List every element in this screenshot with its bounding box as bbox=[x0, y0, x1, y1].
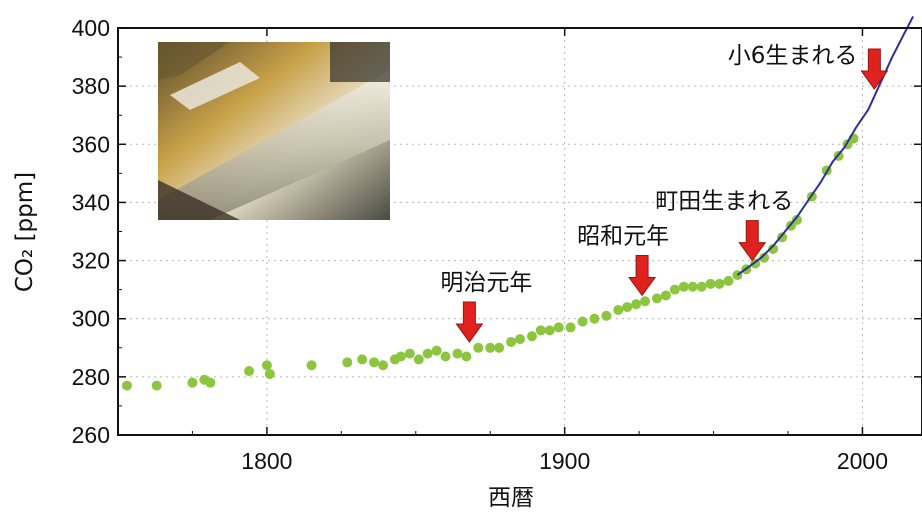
data-point bbox=[342, 357, 353, 368]
data-point bbox=[768, 243, 779, 254]
data-point bbox=[452, 348, 463, 359]
y-axis-title: CO₂ [ppm] bbox=[12, 172, 38, 292]
data-point bbox=[526, 331, 537, 342]
annotation-label: 小6生まれる bbox=[728, 43, 858, 69]
data-point bbox=[473, 342, 484, 353]
x-tick-label: 2000 bbox=[837, 448, 888, 474]
data-point bbox=[422, 348, 433, 359]
annotation-label: 昭和元年 bbox=[577, 223, 669, 249]
data-point bbox=[515, 334, 525, 345]
ice-core-photo bbox=[158, 42, 390, 220]
data-point bbox=[151, 380, 162, 391]
red-arrow-icon bbox=[860, 48, 889, 90]
data-point bbox=[431, 345, 442, 356]
data-point bbox=[565, 322, 576, 333]
data-point bbox=[705, 278, 716, 289]
data-point bbox=[678, 281, 689, 292]
x-axis: 1800 1900 2000 bbox=[191, 28, 888, 474]
y-tick-label: 380 bbox=[72, 73, 110, 99]
data-point bbox=[687, 281, 698, 292]
annotations: 明治元年 昭和元年 町田生まれる 小6生まれる bbox=[440, 43, 889, 343]
data-point bbox=[440, 351, 451, 362]
y-tick-label: 340 bbox=[72, 189, 110, 215]
data-point bbox=[357, 354, 368, 365]
data-point bbox=[535, 325, 546, 336]
y-tick-label: 320 bbox=[72, 248, 110, 274]
data-point bbox=[264, 368, 275, 379]
data-point bbox=[589, 313, 600, 324]
annotation: 明治元年 bbox=[440, 270, 532, 343]
data-point bbox=[714, 278, 725, 289]
annotation-label: 明治元年 bbox=[440, 270, 532, 296]
data-point bbox=[187, 377, 198, 388]
trend-line bbox=[736, 15, 914, 276]
data-point bbox=[791, 214, 802, 225]
data-point bbox=[553, 322, 564, 333]
red-arrow-icon bbox=[628, 254, 657, 297]
annotation: 小6生まれる bbox=[728, 43, 889, 90]
data-point bbox=[506, 336, 517, 347]
data-point bbox=[413, 354, 424, 365]
data-point bbox=[395, 351, 406, 362]
data-point bbox=[660, 290, 671, 301]
data-point bbox=[544, 325, 555, 336]
data-point bbox=[723, 275, 734, 286]
data-point bbox=[577, 316, 588, 327]
data-point bbox=[261, 360, 272, 371]
y-tick-label: 260 bbox=[72, 422, 110, 448]
data-point bbox=[306, 360, 317, 371]
data-point bbox=[494, 342, 505, 353]
y-axis: 260 280 300 320 340 360 380 400 bbox=[72, 15, 922, 448]
data-point bbox=[378, 360, 389, 371]
red-arrow-icon bbox=[455, 301, 484, 343]
annotation: 町田生まれる bbox=[655, 189, 793, 262]
data-point bbox=[485, 342, 496, 353]
data-point bbox=[601, 310, 612, 321]
x-tick-label: 1900 bbox=[539, 448, 590, 474]
annotation-label: 町田生まれる bbox=[655, 189, 793, 215]
data-point bbox=[404, 348, 415, 359]
data-point bbox=[651, 293, 662, 304]
x-tick-label: 1800 bbox=[241, 448, 292, 474]
data-point bbox=[461, 351, 472, 362]
data-point bbox=[613, 304, 624, 315]
data-point bbox=[244, 366, 255, 377]
y-tick-label: 360 bbox=[72, 131, 110, 157]
red-arrow-icon bbox=[738, 220, 767, 262]
y-tick-label: 400 bbox=[72, 15, 110, 41]
x-axis-title: 西暦 bbox=[488, 485, 534, 511]
y-tick-label: 280 bbox=[72, 364, 110, 390]
annotation: 昭和元年 bbox=[577, 223, 669, 297]
data-point bbox=[669, 284, 680, 295]
data-point bbox=[369, 357, 380, 368]
data-point bbox=[121, 380, 132, 391]
data-point bbox=[631, 299, 642, 310]
y-tick-label: 300 bbox=[72, 306, 110, 332]
data-point bbox=[622, 302, 633, 313]
data-point bbox=[205, 377, 216, 388]
data-point bbox=[759, 252, 770, 263]
data-line bbox=[736, 15, 914, 276]
data-point bbox=[640, 296, 651, 307]
data-point bbox=[696, 281, 707, 292]
data-point bbox=[777, 232, 788, 243]
